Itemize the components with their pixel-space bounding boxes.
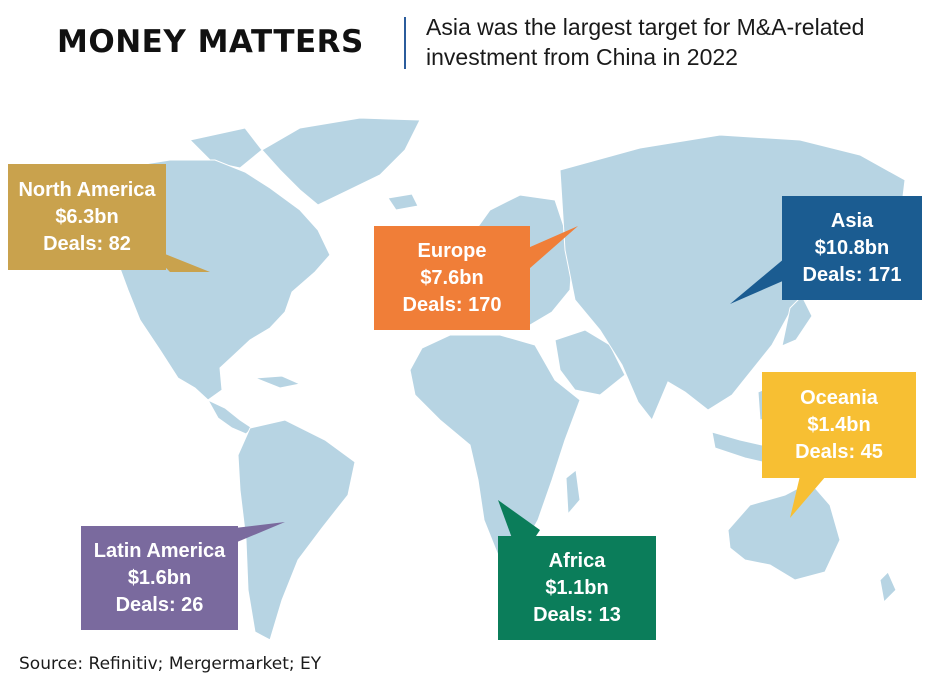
australia-land (727, 481, 841, 581)
north-america-region-name: North America (18, 178, 156, 201)
asia-callout: Asia $10.8bn Deals: 171 (782, 196, 922, 300)
latin-america-deals: Deals: 26 (115, 593, 204, 616)
oceania-callout: Oceania $1.4bn Deals: 45 (762, 372, 916, 478)
north-america-callout: North America $6.3bn Deals: 82 (8, 164, 166, 270)
africa-deals: Deals: 13 (533, 603, 621, 626)
arctic-islands-land (188, 127, 263, 169)
madagascar-land (565, 469, 581, 516)
new-zealand-land (879, 571, 897, 604)
europe-region-name: Europe (417, 239, 487, 262)
middle-east-land (554, 329, 626, 396)
asia-value: $10.8bn (814, 236, 890, 259)
north-america-deals: Deals: 82 (43, 232, 131, 255)
oceania-pointer (790, 476, 826, 518)
oceania-region-name: Oceania (800, 386, 878, 409)
greenland-land (261, 117, 421, 206)
page-subtitle: Asia was the largest target for M&A-rela… (426, 14, 865, 70)
central-america-land (206, 398, 253, 435)
asia-region-name: Asia (830, 209, 874, 232)
europe-value: $7.6bn (420, 266, 484, 289)
africa-callout: Africa $1.1bn Deals: 13 (498, 536, 656, 640)
latin-america-value: $1.6bn (127, 566, 192, 589)
page-title: MONEY MATTERS (57, 24, 364, 60)
south-america-land (237, 419, 356, 641)
africa-land (409, 334, 581, 556)
asia-deals: Deals: 171 (802, 263, 902, 286)
title-divider (404, 17, 406, 69)
iceland-land (387, 193, 419, 211)
latin-america-region-name: Latin America (93, 539, 226, 562)
oceania-deals: Deals: 45 (795, 440, 883, 463)
oceania-value: $1.4bn (807, 413, 871, 436)
asia-pointer (730, 258, 785, 304)
africa-region-name: Africa (548, 549, 606, 572)
europe-callout: Europe $7.6bn Deals: 170 (374, 226, 530, 330)
latin-america-callout: Latin America $1.6bn Deals: 26 (81, 526, 238, 630)
caribbean-land (254, 375, 302, 389)
north-america-value: $6.3bn (55, 205, 119, 228)
source-note: Source: Refinitiv; Mergermarket; EY (19, 654, 322, 674)
africa-value: $1.1bn (545, 576, 609, 599)
europe-deals: Deals: 170 (402, 293, 502, 316)
